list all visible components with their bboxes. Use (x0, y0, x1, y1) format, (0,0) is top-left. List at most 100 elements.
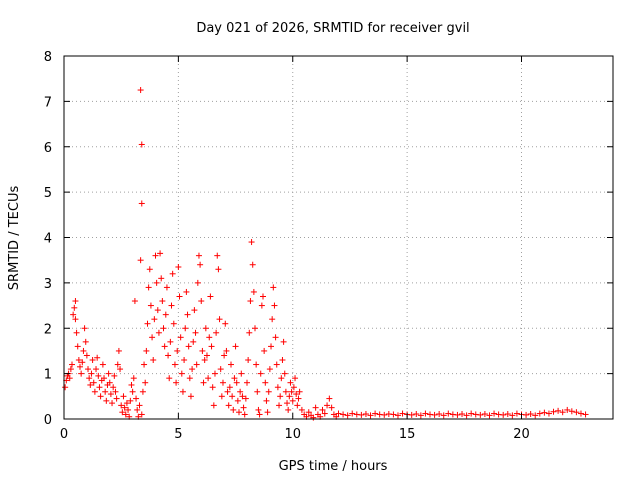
data-point (295, 395, 302, 402)
data-point (111, 372, 118, 379)
data-point (118, 402, 125, 409)
data-point (200, 379, 207, 386)
data-point (305, 409, 312, 416)
x-tick-label: 15 (399, 427, 416, 442)
data-point (358, 411, 365, 418)
data-point (179, 388, 186, 395)
data-point (390, 411, 397, 418)
data-point (173, 379, 180, 386)
data-point (582, 411, 589, 418)
data-point (310, 414, 317, 421)
data-point (216, 316, 223, 323)
data-point (129, 388, 136, 395)
data-point (271, 302, 278, 309)
data-point (527, 411, 534, 418)
data-point (175, 263, 182, 270)
data-point (138, 141, 145, 148)
data-point (79, 359, 86, 366)
data-point (246, 329, 253, 336)
data-point (198, 298, 205, 305)
data-point (367, 412, 374, 419)
data-point (279, 357, 286, 364)
data-point (273, 361, 280, 368)
data-point (326, 395, 333, 402)
data-point (468, 410, 475, 417)
data-point (408, 411, 415, 418)
data-point (280, 338, 287, 345)
data-point (112, 388, 119, 395)
y-tick-label: 8 (44, 50, 52, 65)
data-point (142, 379, 149, 386)
data-point (159, 298, 166, 305)
data-point (83, 352, 90, 359)
data-point (417, 412, 424, 419)
x-tick-label: 5 (174, 427, 182, 442)
data-point (266, 366, 273, 373)
data-point (249, 261, 256, 268)
data-point (252, 325, 259, 332)
y-tick-label: 1 (44, 368, 52, 383)
data-point (223, 347, 230, 354)
data-point (213, 329, 220, 336)
data-point (564, 406, 571, 413)
data-point (440, 412, 447, 419)
x-tick-label: 20 (513, 427, 530, 442)
data-point (230, 406, 237, 413)
data-point (211, 370, 218, 377)
data-point (89, 357, 96, 364)
data-point (117, 366, 124, 373)
data-point (258, 302, 265, 309)
data-point (85, 366, 92, 373)
data-point (287, 379, 294, 386)
data-point (86, 375, 93, 382)
data-point (248, 239, 255, 246)
data-point (139, 388, 146, 395)
data-point (260, 293, 267, 300)
data-point (151, 316, 158, 323)
data-point (130, 375, 137, 382)
data-point (149, 334, 156, 341)
data-point (431, 411, 438, 418)
data-point (143, 347, 150, 354)
data-point (75, 357, 82, 364)
data-point (207, 293, 214, 300)
data-point (262, 379, 269, 386)
data-point (115, 347, 122, 354)
data-point (146, 266, 153, 273)
data-point (166, 375, 173, 382)
y-axis-label: SRMTID / TECUs (7, 186, 22, 291)
data-point (168, 302, 175, 309)
data-point (217, 366, 224, 373)
data-point (157, 250, 164, 257)
data-point (153, 279, 160, 286)
data-point (163, 284, 170, 291)
data-point (123, 400, 130, 407)
data-point (195, 252, 202, 259)
data-point (536, 410, 543, 417)
data-point (238, 370, 245, 377)
data-point (136, 402, 143, 409)
data-point (91, 388, 98, 395)
data-point (362, 411, 369, 418)
data-point (272, 334, 279, 341)
data-point (486, 412, 493, 419)
data-point (192, 329, 199, 336)
data-point (394, 412, 401, 419)
data-point (285, 406, 292, 413)
data-point (99, 361, 106, 368)
data-point (288, 388, 295, 395)
data-point (208, 343, 215, 350)
data-point (255, 406, 262, 413)
data-point (97, 393, 104, 400)
data-point (229, 393, 236, 400)
data-point (187, 393, 194, 400)
data-point (80, 347, 87, 354)
data-point (81, 325, 88, 332)
data-point (128, 381, 135, 388)
data-point (513, 410, 520, 417)
data-point (239, 393, 246, 400)
data-point (218, 393, 225, 400)
data-point (244, 379, 250, 386)
